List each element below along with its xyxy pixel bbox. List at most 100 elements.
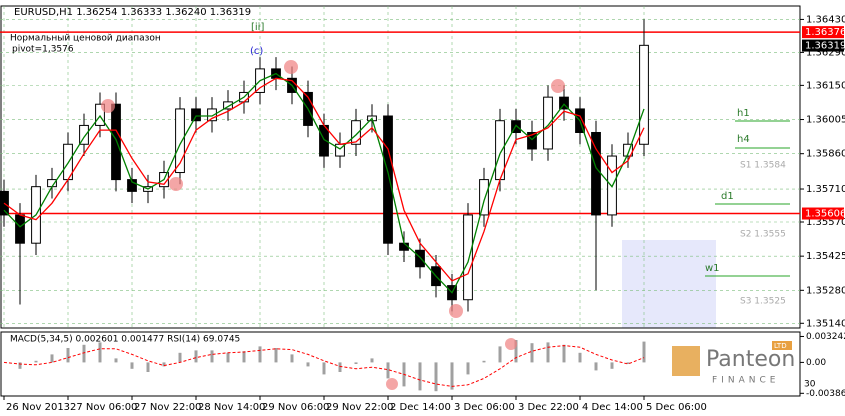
x-tick-label: 3 Dec 06:00 bbox=[454, 402, 515, 413]
candle-body bbox=[559, 96, 569, 110]
swing-marker bbox=[551, 79, 565, 93]
level-label: 1.36376 bbox=[805, 27, 845, 38]
histogram-bar bbox=[274, 348, 278, 363]
candle-body bbox=[543, 96, 553, 150]
x-tick-label: 5 Dec 06:00 bbox=[646, 402, 707, 413]
candle-body bbox=[111, 103, 121, 181]
x-tick-label: 29 Nov 22:00 bbox=[326, 402, 393, 413]
indicator-title: MACD(5,34,5) 0.002601 0.001477 RSI(14) 6… bbox=[10, 335, 240, 345]
histogram-bar bbox=[498, 346, 502, 363]
swing-marker bbox=[101, 99, 115, 113]
indicator-panel: 0.003242 0.00 -0.003863 bbox=[0, 331, 845, 399]
support-label: S3 1.3525 bbox=[740, 297, 786, 307]
candle-body bbox=[351, 120, 361, 145]
level-label: 1.35606 bbox=[805, 209, 845, 220]
wave-label: [ii] bbox=[251, 22, 264, 33]
candle-body bbox=[175, 108, 185, 174]
y-tick-label: 1.35140 bbox=[806, 318, 845, 329]
x-tick-label: 26 Nov 2013 bbox=[6, 402, 70, 413]
histogram-bar bbox=[354, 362, 358, 364]
swing-marker bbox=[449, 304, 463, 318]
candle-body bbox=[415, 249, 425, 268]
histogram-bar bbox=[66, 348, 70, 363]
histogram-bar bbox=[50, 354, 54, 363]
histogram-bar bbox=[546, 342, 550, 363]
candle-body bbox=[127, 179, 137, 192]
histogram-bar bbox=[514, 340, 518, 363]
projection-zone bbox=[622, 240, 716, 328]
price-panel: 1.36430 1.36290 1.36150 1.36005 1.35860 1.357… bbox=[0, 5, 845, 413]
swing-marker bbox=[505, 338, 517, 350]
pivot-label: w1 bbox=[705, 263, 720, 274]
candle-body bbox=[623, 143, 633, 157]
candle-body bbox=[463, 214, 473, 301]
histogram-bar bbox=[18, 362, 22, 369]
histogram-bar bbox=[482, 360, 486, 363]
histogram-bar bbox=[258, 346, 262, 363]
logo-badge-text: LTD bbox=[774, 342, 787, 350]
level-tag bbox=[802, 207, 844, 220]
histogram-bar bbox=[306, 362, 310, 367]
x-tick-label: 27 Nov 22:00 bbox=[134, 402, 201, 413]
y-tick-label: 1.36430 bbox=[806, 14, 845, 25]
histogram-bar bbox=[626, 362, 630, 364]
y-tick-label: 0.003242 bbox=[806, 332, 845, 342]
logo-icon bbox=[672, 346, 700, 376]
histogram-bar bbox=[594, 362, 598, 371]
logo-sub: FINANCE bbox=[712, 376, 779, 386]
y-tick-label: 1.35860 bbox=[806, 149, 845, 160]
y-tick-label: 1.35710 bbox=[806, 184, 845, 195]
candle-body bbox=[95, 103, 105, 126]
support-label: S1 1.3584 bbox=[740, 161, 786, 171]
histogram-bar bbox=[194, 350, 198, 363]
histogram-bar bbox=[370, 358, 374, 363]
x-tick-label: 3 Dec 22:00 bbox=[518, 402, 579, 413]
last-price-tag bbox=[802, 39, 844, 52]
y-tick-label: 0.00 bbox=[806, 358, 826, 368]
y-tick-label: -0.003863 bbox=[806, 389, 845, 399]
histogram-bar bbox=[178, 352, 182, 363]
moving-average bbox=[3, 77, 645, 282]
candle-body bbox=[223, 101, 233, 110]
histogram-bar bbox=[130, 362, 134, 369]
histogram-bar bbox=[418, 362, 422, 391]
logo-name: Panteon bbox=[706, 347, 795, 372]
histogram-bar bbox=[162, 362, 166, 367]
candle-body bbox=[191, 108, 201, 122]
logo: LTD Panteon FINANCE bbox=[672, 341, 795, 386]
candle-body bbox=[207, 108, 217, 122]
histogram-bar bbox=[290, 354, 294, 363]
candle-body bbox=[15, 214, 25, 244]
histogram-bar bbox=[146, 362, 150, 372]
swing-marker bbox=[169, 177, 183, 191]
histogram-bar bbox=[642, 341, 646, 363]
y-tick-label: 1.35425 bbox=[806, 251, 845, 262]
candle-body bbox=[383, 115, 393, 244]
x-tick-label: 27 Nov 06:00 bbox=[70, 402, 137, 413]
moving-average bbox=[3, 72, 645, 294]
x-tick-label: 29 Nov 06:00 bbox=[262, 402, 329, 413]
histogram-bar bbox=[450, 362, 454, 390]
histogram-bar bbox=[98, 342, 102, 363]
pivot-label: d1 bbox=[721, 191, 734, 202]
logo-badge bbox=[772, 341, 792, 350]
candle-body bbox=[591, 131, 601, 216]
pivot-label: h1 bbox=[737, 108, 750, 119]
support-label: S2 1.3555 bbox=[740, 230, 786, 240]
y-tick-label: 1.35570 bbox=[806, 217, 845, 228]
histogram-bar bbox=[434, 362, 438, 392]
histogram-bar bbox=[242, 351, 246, 363]
last-price-label: 1.36319 bbox=[805, 41, 845, 52]
y-tick-label: 1.35280 bbox=[806, 285, 845, 296]
histogram-bar bbox=[226, 352, 230, 363]
candle-body bbox=[79, 124, 89, 145]
sub-frame bbox=[0, 331, 801, 397]
y-tick-label: 1.36150 bbox=[806, 80, 845, 91]
x-tick-label: 2 Dec 14:00 bbox=[390, 402, 451, 413]
rsi-level-label: 30 bbox=[804, 380, 816, 390]
histogram-bar bbox=[34, 360, 38, 363]
histogram-bar bbox=[530, 343, 534, 363]
x-tick-label: 4 Dec 14:00 bbox=[582, 402, 643, 413]
